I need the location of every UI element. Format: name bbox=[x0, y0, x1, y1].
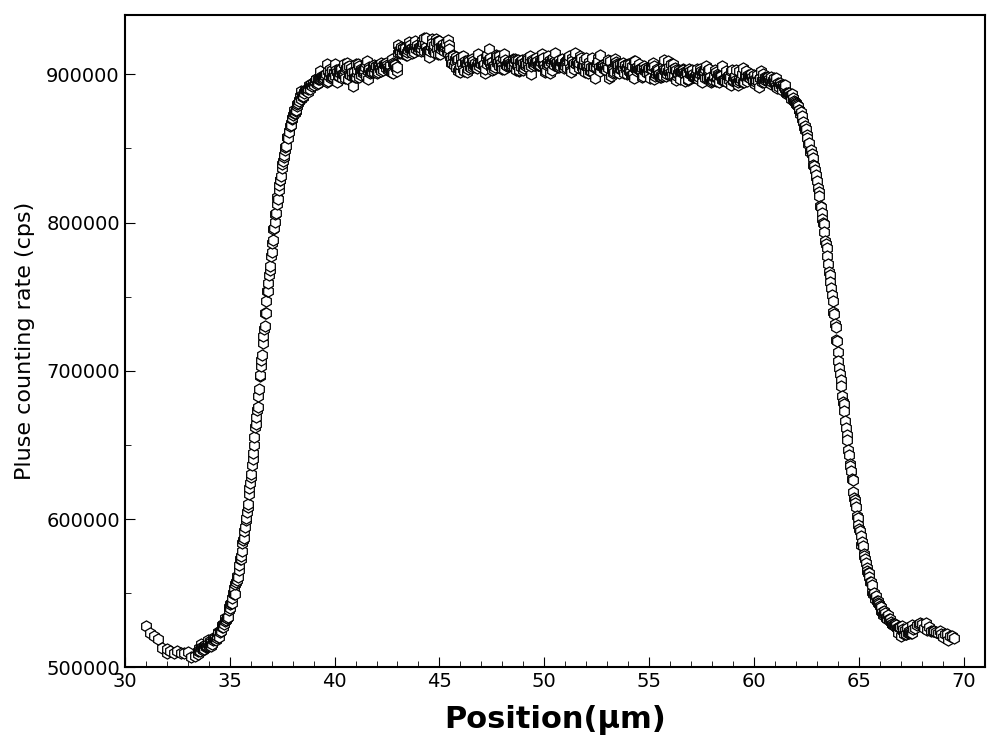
Y-axis label: Pluse counting rate (cps): Pluse counting rate (cps) bbox=[15, 202, 35, 480]
X-axis label: Position(μm): Position(μm) bbox=[444, 705, 666, 735]
